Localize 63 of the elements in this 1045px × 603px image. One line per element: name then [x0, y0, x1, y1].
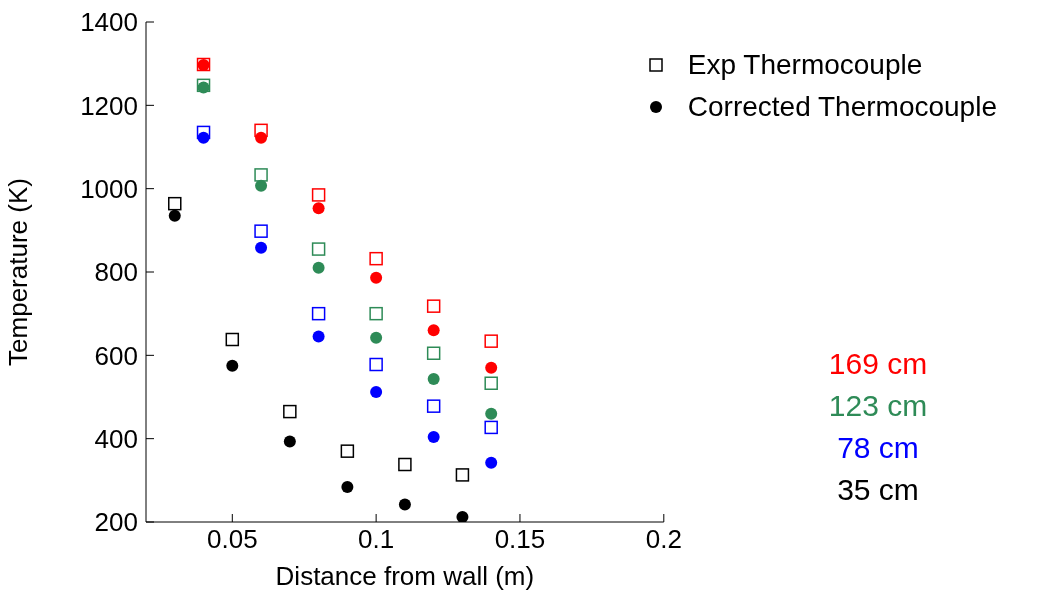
y-tick-label: 800 — [94, 257, 138, 288]
point — [312, 202, 325, 215]
point — [226, 359, 239, 372]
point — [369, 357, 383, 372]
x-tick-label: 0.1 — [358, 524, 395, 555]
point — [255, 131, 268, 144]
point — [485, 361, 498, 374]
point — [254, 224, 268, 238]
point — [370, 331, 383, 344]
point — [196, 125, 211, 140]
point — [398, 457, 412, 472]
point — [340, 444, 355, 458]
text: 35 cm — [837, 472, 919, 506]
point — [311, 242, 326, 256]
y-tick-label: 1200 — [80, 90, 138, 121]
point — [485, 456, 498, 469]
point — [254, 168, 268, 182]
point — [369, 251, 383, 266]
point — [484, 376, 498, 390]
point — [255, 241, 268, 254]
point — [370, 271, 383, 284]
point — [427, 373, 440, 386]
point — [427, 324, 440, 337]
point — [370, 386, 383, 398]
x-tick-label: 0.05 — [206, 524, 258, 555]
x-tick-label: 0.15 — [494, 524, 546, 555]
text: 123 cm — [828, 388, 928, 422]
point — [484, 334, 498, 348]
point — [254, 123, 268, 138]
y-tick-label: 1400 — [80, 7, 138, 38]
point — [341, 481, 354, 493]
point — [426, 346, 441, 360]
point — [311, 306, 326, 321]
y-tick-label: 400 — [94, 423, 138, 454]
point — [455, 468, 470, 482]
point — [312, 330, 325, 343]
legend-label: Exp Thermocouple — [687, 48, 923, 82]
point — [427, 431, 440, 443]
y-tick-label: 200 — [94, 507, 138, 538]
y-tick-label: 600 — [94, 340, 138, 371]
point — [456, 511, 469, 522]
point — [311, 188, 326, 202]
x-tick-label: 0.2 — [645, 524, 682, 555]
point — [369, 306, 383, 321]
point — [485, 407, 498, 420]
point — [426, 299, 441, 313]
point — [398, 498, 411, 511]
point — [312, 261, 325, 274]
point — [168, 209, 181, 222]
point — [168, 196, 182, 211]
y-axis-title: Temperature (K) — [3, 178, 34, 366]
point — [197, 131, 210, 144]
x-axis-title: Distance from wall (m) — [275, 561, 535, 591]
point — [283, 404, 297, 419]
text: 169 cm — [828, 346, 928, 380]
y-tick-label: 1000 — [80, 173, 138, 204]
point — [283, 435, 296, 448]
point — [225, 332, 240, 347]
legend-label: Corrected Thermocouple — [687, 90, 997, 124]
point — [426, 399, 441, 413]
text: 78 cm — [837, 430, 919, 464]
point — [255, 179, 268, 192]
point — [484, 420, 498, 435]
